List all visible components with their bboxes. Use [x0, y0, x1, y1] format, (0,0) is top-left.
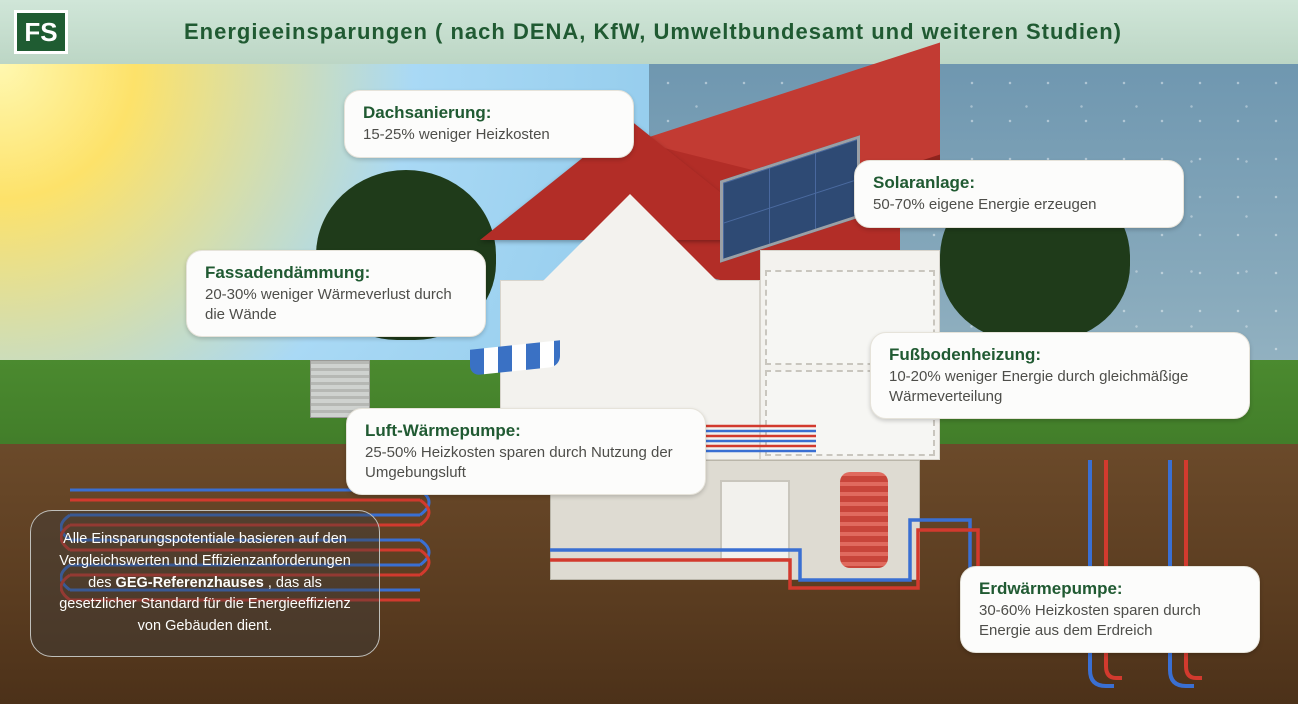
header-bar: FS Energieeinsparungen ( nach DENA, KfW,… — [0, 0, 1298, 64]
callout-desc: 20-30% weniger Wärmeverlust durch die Wä… — [205, 285, 467, 324]
infographic-stage: FS Energieeinsparungen ( nach DENA, KfW,… — [0, 0, 1298, 704]
callout-title: Fußbodenheizung: — [889, 345, 1231, 365]
callout-desc: 50-70% eigene Energie erzeugen — [873, 195, 1165, 215]
callout-desc: 15-25% weniger Heizkosten — [363, 125, 615, 145]
callout-title: Erdwärmepumpe: — [979, 579, 1241, 599]
callout-desc: 10-20% weniger Energie durch gleichmäßig… — [889, 367, 1231, 406]
callout-floor: Fußbodenheizung:10-20% weniger Energie d… — [870, 332, 1250, 419]
disclaimer-bold: GEG-Referenzhauses — [116, 575, 264, 591]
callout-facade: Fassadendämmung:20-30% weniger Wärmeverl… — [186, 250, 486, 337]
callout-title: Solaranlage: — [873, 173, 1165, 193]
callout-title: Dachsanierung: — [363, 103, 615, 123]
callout-airhp: Luft-Wärmepumpe:25-50% Heizkosten sparen… — [346, 408, 706, 495]
logo-badge: FS — [14, 10, 68, 54]
callout-desc: 25-50% Heizkosten sparen durch Nutzung d… — [365, 443, 687, 482]
callout-title: Fassadendämmung: — [205, 263, 467, 283]
callout-geo: Erdwärmepumpe:30-60% Heizkosten sparen d… — [960, 566, 1260, 653]
gable-wall — [540, 194, 720, 284]
callout-solar: Solaranlage:50-70% eigene Energie erzeug… — [854, 160, 1184, 228]
page-title: Energieeinsparungen ( nach DENA, KfW, Um… — [68, 19, 1298, 45]
disclaimer-box: Alle Einsparungspotentiale basieren auf … — [30, 510, 380, 657]
callout-roof: Dachsanierung:15-25% weniger Heizkosten — [344, 90, 634, 158]
callout-title: Luft-Wärmepumpe: — [365, 421, 687, 441]
callout-desc: 30-60% Heizkosten sparen durch Energie a… — [979, 601, 1241, 640]
